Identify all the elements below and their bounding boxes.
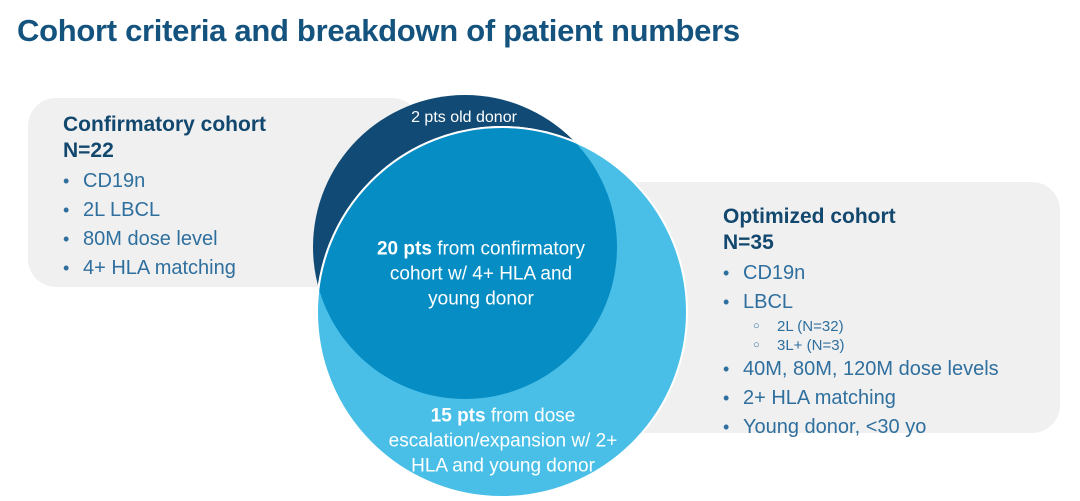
bullet-label: CD19n: [743, 262, 806, 284]
bullet-label: 40M, 80M, 120M dose levels: [743, 358, 999, 380]
confirmatory-bullet-list: • CD19n • 2L LBCL • 80M dose level • 4+ …: [63, 167, 410, 283]
expansion-label-line3: HLA and young donor: [411, 455, 595, 477]
optimized-box-n: N=35: [723, 231, 774, 254]
sub-bullet-label: 3L+ (N=3): [777, 337, 845, 354]
sub-bullet-item: ○ 3L+ (N=3): [723, 336, 1050, 355]
overlap-label-line2: cohort w/ 4+ HLA and: [389, 263, 573, 285]
bullet-dot-icon: •: [723, 417, 730, 437]
expansion-label-line2: escalation/expansion w/ 2+: [388, 430, 618, 452]
bullet-dot-icon: •: [723, 388, 730, 408]
expansion-label: 15 pts from dose escalation/expansion w/…: [389, 404, 618, 479]
old-donor-label: 2 pts old donor: [411, 109, 517, 126]
bullet-dot-icon: •: [63, 258, 70, 278]
confirmatory-box-n: N=22: [63, 139, 114, 162]
expansion-count: 15 pts: [430, 405, 486, 427]
bullet-label: 2+ HLA matching: [743, 387, 896, 409]
overlap-label-text: from confirmatory: [431, 238, 586, 260]
bullet-label: 80M dose level: [83, 228, 218, 250]
bullet-dot-icon: •: [723, 359, 730, 379]
bullet-item: • CD19n: [723, 259, 1050, 288]
confirmatory-box-content: Confirmatory cohort N=22 • CD19n • 2L LB…: [28, 98, 420, 283]
bullet-item: • 2L LBCL: [63, 196, 410, 225]
overlap-label-line1: 20 pts from confirmatory: [377, 237, 585, 262]
bullet-item: • LBCL: [723, 288, 1050, 317]
bullet-label: 4+ HLA matching: [83, 257, 236, 279]
bullet-item: • 80M dose level: [63, 225, 410, 254]
overlap-count: 20 pts: [376, 238, 432, 260]
sub-bullet-label: 2L (N=32): [777, 318, 844, 335]
overlap-label: 20 pts from confirmatory cohort w/ 4+ HL…: [377, 237, 585, 312]
overlap-label-line3: young donor: [428, 288, 534, 310]
expansion-label-text: from dose: [485, 405, 576, 427]
bullet-circle-icon: ○: [753, 320, 760, 332]
bullet-label: LBCL: [743, 291, 794, 313]
bullet-circle-icon: ○: [753, 339, 760, 351]
bullet-item: • 4+ HLA matching: [63, 254, 410, 283]
optimized-box-content: Optimized cohort N=35 • CD19n • LBCL ○ 2…: [600, 182, 1060, 442]
bullet-item: • CD19n: [63, 167, 410, 196]
bullet-item: • 40M, 80M, 120M dose levels: [723, 355, 1050, 384]
sub-bullet-item: ○ 2L (N=32): [723, 317, 1050, 336]
optimized-box-title: Optimized cohort: [723, 205, 896, 228]
bullet-dot-icon: •: [723, 292, 730, 312]
bullet-dot-icon: •: [63, 200, 70, 220]
bullet-label: Young donor, <30 yo: [743, 416, 927, 438]
bullet-dot-icon: •: [63, 171, 70, 191]
confirmatory-box-title: Confirmatory cohort: [63, 113, 267, 136]
bullet-label: CD19n: [83, 170, 146, 192]
bullet-item: • Young donor, <30 yo: [723, 413, 1050, 442]
bullet-label: 2L LBCL: [83, 199, 161, 221]
expansion-label-line1: 15 pts from dose: [389, 404, 618, 429]
bullet-dot-icon: •: [723, 263, 730, 283]
optimized-bullet-list: • CD19n • LBCL ○ 2L (N=32) ○ 3L+ (N=3) •: [723, 259, 1050, 442]
page-title: Cohort criteria and breakdown of patient…: [17, 13, 740, 48]
bullet-item: • 2+ HLA matching: [723, 384, 1050, 413]
bullet-dot-icon: •: [63, 229, 70, 249]
